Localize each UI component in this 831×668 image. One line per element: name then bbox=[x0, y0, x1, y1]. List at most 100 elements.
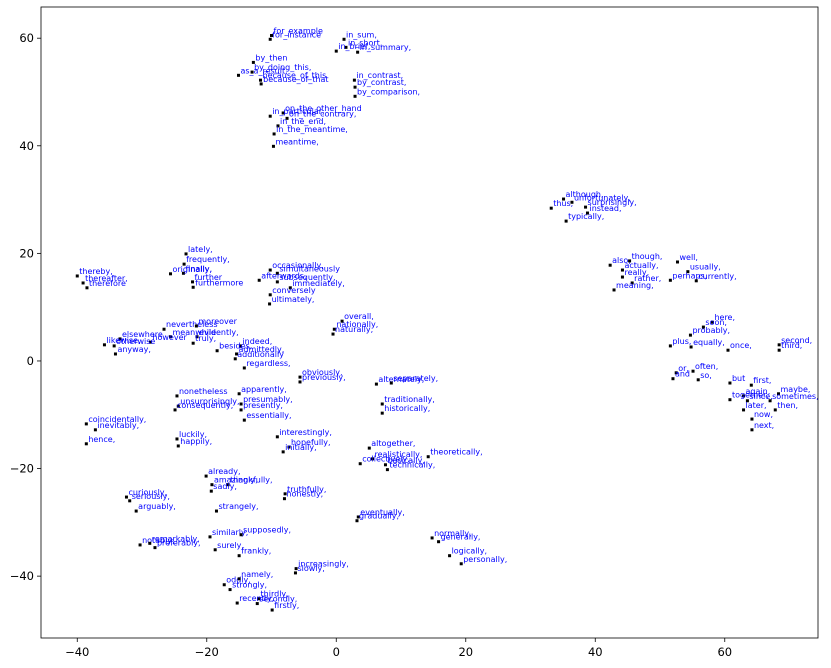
point bbox=[584, 205, 588, 209]
point-label: meantime, bbox=[275, 137, 318, 146]
point bbox=[383, 463, 387, 467]
x-tick-label: 0 bbox=[333, 645, 340, 659]
point-label: moreover bbox=[198, 317, 237, 326]
point-label: otherwise bbox=[116, 337, 155, 346]
point bbox=[257, 597, 261, 601]
point bbox=[367, 446, 371, 450]
point bbox=[112, 344, 116, 348]
point bbox=[674, 371, 678, 375]
point-label: seriously, bbox=[132, 492, 170, 501]
point bbox=[271, 144, 275, 148]
point-label: namely, bbox=[241, 570, 273, 579]
point-label: eventually, bbox=[360, 508, 404, 517]
point-label: nevertheless bbox=[166, 320, 218, 329]
point bbox=[148, 541, 152, 545]
point-label: presumably, bbox=[243, 395, 293, 404]
point bbox=[242, 418, 246, 422]
point bbox=[169, 335, 172, 339]
point bbox=[380, 411, 384, 415]
point-label: in_the_end, bbox=[280, 117, 326, 126]
point-label: logically, bbox=[452, 547, 487, 556]
point-label: additionally bbox=[237, 350, 284, 359]
point-label: already, bbox=[208, 467, 240, 476]
point bbox=[235, 601, 239, 605]
point bbox=[175, 437, 179, 441]
point bbox=[668, 278, 672, 282]
point-label: notably, bbox=[142, 536, 175, 545]
point bbox=[134, 509, 138, 513]
point bbox=[275, 280, 279, 284]
point bbox=[726, 348, 730, 352]
point-label: likewise, bbox=[106, 336, 140, 345]
point bbox=[352, 78, 356, 82]
y-tick-label: 60 bbox=[19, 31, 34, 45]
point-label: instead, bbox=[589, 204, 621, 213]
y-tick-label: 20 bbox=[19, 246, 34, 260]
point bbox=[242, 366, 246, 370]
point bbox=[285, 116, 289, 120]
point bbox=[237, 554, 241, 558]
point-label: obviously, bbox=[302, 368, 343, 377]
point-label: equally, bbox=[693, 338, 725, 347]
point-label: actually, bbox=[624, 261, 658, 270]
point bbox=[251, 60, 255, 64]
point bbox=[331, 332, 335, 336]
point bbox=[208, 535, 212, 539]
point-label: previously, bbox=[302, 373, 346, 382]
point-label: finally, bbox=[185, 264, 212, 273]
point-label: simultaneously bbox=[279, 264, 340, 273]
point bbox=[268, 268, 272, 272]
point-label: then, bbox=[777, 401, 798, 410]
point bbox=[176, 444, 180, 448]
point-label: elsewhere bbox=[122, 330, 163, 339]
point-label: supposedly, bbox=[243, 526, 291, 535]
point-label: honestly, bbox=[286, 490, 323, 499]
point-label: by_then bbox=[255, 53, 287, 62]
point-label: alternately, bbox=[378, 375, 424, 384]
point bbox=[749, 383, 753, 387]
point bbox=[237, 577, 241, 581]
point bbox=[238, 344, 242, 348]
point bbox=[459, 562, 463, 566]
point-label: nonetheless bbox=[179, 387, 228, 396]
point bbox=[344, 45, 348, 49]
point-label: historically, bbox=[384, 404, 430, 413]
point bbox=[235, 352, 239, 356]
point-label: in_the_meantime, bbox=[276, 125, 348, 134]
point bbox=[182, 262, 186, 266]
point-label: increasingly, bbox=[298, 560, 349, 569]
point bbox=[257, 278, 261, 282]
point-label: immediately, bbox=[292, 279, 345, 288]
point-label: interestingly, bbox=[279, 428, 332, 437]
point bbox=[85, 286, 89, 290]
point bbox=[272, 132, 276, 136]
point-label: occasionally, bbox=[272, 261, 324, 270]
point bbox=[777, 348, 781, 352]
x-tick-label: −20 bbox=[195, 645, 219, 659]
point-label: personally, bbox=[463, 555, 507, 564]
point-label: frankly, bbox=[241, 547, 271, 556]
point bbox=[239, 402, 243, 406]
point-label: usually, bbox=[690, 263, 721, 272]
point bbox=[293, 571, 297, 575]
point-label: because_of_this bbox=[263, 71, 327, 80]
point-label: similarly, bbox=[212, 528, 248, 537]
point-label: surely, bbox=[217, 541, 244, 550]
point bbox=[689, 345, 693, 349]
point bbox=[124, 495, 128, 499]
point-label: later, bbox=[746, 401, 767, 410]
point-label: slowly, bbox=[297, 564, 324, 573]
point bbox=[608, 263, 612, 267]
point bbox=[701, 325, 705, 329]
x-tick-label: 20 bbox=[458, 645, 473, 659]
point-label: generally, bbox=[441, 533, 481, 542]
point bbox=[210, 483, 214, 487]
point-label: regardless, bbox=[246, 359, 290, 368]
point-label: indeed, bbox=[242, 337, 272, 346]
point-label: admittedly, bbox=[239, 345, 285, 354]
point-label: collectively, bbox=[362, 455, 410, 464]
point bbox=[191, 280, 195, 284]
point bbox=[270, 608, 274, 612]
point-label: arguably, bbox=[138, 502, 176, 511]
point-label: remarkably, bbox=[152, 534, 200, 543]
